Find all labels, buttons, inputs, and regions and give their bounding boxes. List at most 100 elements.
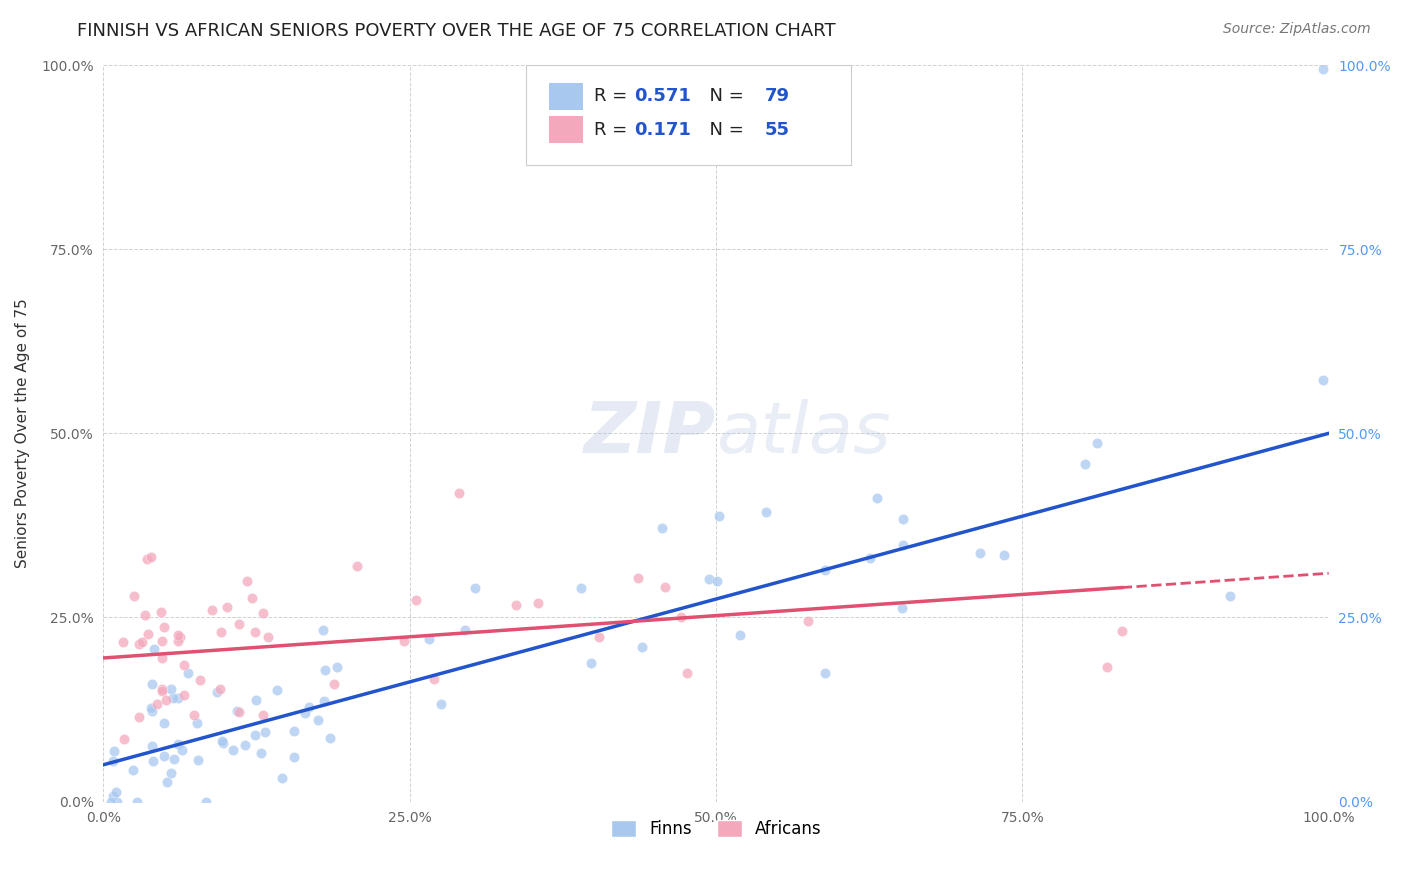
Africans (228, 705, 250, 719)
Finns (142, 641, 165, 656)
Africans (128, 637, 150, 651)
Finns (1219, 589, 1241, 603)
Text: Source: ZipAtlas.com: Source: ZipAtlas.com (1223, 22, 1371, 37)
Africans (124, 589, 146, 603)
Africans (654, 580, 676, 594)
Finns (222, 743, 245, 757)
Africans (228, 617, 250, 632)
Text: N =: N = (697, 120, 749, 138)
Finns (253, 725, 276, 739)
Legend: Finns, Africans: Finns, Africans (605, 814, 828, 845)
Text: 0.571: 0.571 (634, 87, 690, 105)
Africans (155, 692, 177, 706)
Text: ZIP: ZIP (583, 399, 716, 467)
Finns (866, 491, 889, 505)
Finns (755, 505, 778, 519)
Finns (141, 677, 163, 691)
Africans (146, 698, 169, 712)
Africans (215, 600, 238, 615)
Finns (167, 691, 190, 706)
Finns (1312, 373, 1334, 387)
Text: atlas: atlas (716, 399, 890, 467)
Africans (527, 596, 550, 610)
Y-axis label: Seniors Poverty Over the Age of 75: Seniors Poverty Over the Age of 75 (15, 299, 30, 568)
Finns (100, 795, 122, 809)
Text: N =: N = (697, 87, 749, 105)
Finns (211, 733, 233, 747)
Finns (1312, 62, 1334, 76)
Africans (669, 610, 692, 624)
Africans (200, 603, 222, 617)
Africans (188, 673, 211, 688)
Africans (149, 605, 172, 619)
Africans (153, 620, 176, 634)
Finns (993, 548, 1015, 562)
Finns (569, 581, 592, 595)
Africans (449, 486, 471, 500)
Finns (859, 551, 882, 566)
Finns (187, 753, 209, 767)
Finns (314, 694, 336, 708)
Finns (103, 744, 125, 758)
Africans (135, 551, 157, 566)
Africans (139, 549, 162, 564)
Text: R =: R = (593, 87, 633, 105)
Finns (186, 715, 208, 730)
Finns (176, 665, 198, 680)
Finns (211, 736, 233, 750)
Africans (676, 665, 699, 680)
Finns (162, 691, 184, 706)
Finns (1087, 435, 1109, 450)
Africans (150, 683, 173, 698)
Finns (814, 666, 837, 681)
Africans (169, 631, 191, 645)
Africans (209, 624, 232, 639)
Africans (323, 677, 346, 691)
Finns (141, 701, 163, 715)
Finns (101, 789, 124, 803)
Finns (453, 623, 475, 637)
Finns (728, 628, 751, 642)
Finns (307, 713, 329, 727)
Finns (418, 632, 440, 646)
Africans (243, 625, 266, 640)
Africans (111, 635, 134, 649)
Finns (890, 600, 912, 615)
Finns (160, 682, 183, 697)
Finns (314, 663, 336, 677)
Finns (1074, 457, 1097, 471)
Finns (142, 754, 165, 768)
Finns (631, 640, 654, 654)
Text: 55: 55 (765, 120, 790, 138)
Finns (891, 512, 914, 526)
Africans (208, 681, 231, 696)
Finns (430, 697, 453, 711)
Africans (166, 628, 188, 642)
Africans (131, 635, 153, 649)
Africans (236, 574, 259, 588)
Finns (205, 685, 228, 699)
Finns (271, 771, 294, 785)
Finns (170, 743, 193, 757)
Africans (136, 626, 159, 640)
Finns (283, 749, 305, 764)
Text: FINNISH VS AFRICAN SENIORS POVERTY OVER THE AGE OF 75 CORRELATION CHART: FINNISH VS AFRICAN SENIORS POVERTY OVER … (77, 22, 837, 40)
Finns (166, 737, 188, 751)
Finns (697, 572, 720, 586)
Africans (588, 630, 610, 644)
Finns (101, 754, 124, 768)
Finns (152, 715, 174, 730)
Finns (266, 682, 288, 697)
Finns (195, 795, 218, 809)
Finns (122, 763, 145, 777)
Finns (141, 705, 163, 719)
Finns (706, 574, 728, 588)
Finns (579, 656, 602, 670)
Africans (392, 634, 415, 648)
Africans (627, 571, 650, 585)
Africans (240, 591, 263, 605)
Africans (257, 630, 280, 644)
Africans (1111, 624, 1133, 639)
Finns (326, 659, 349, 673)
Africans (173, 688, 195, 702)
